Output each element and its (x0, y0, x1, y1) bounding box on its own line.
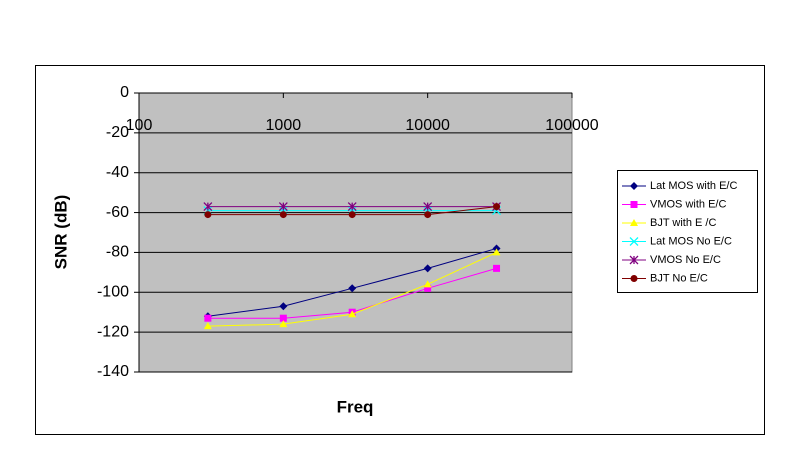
marker (630, 182, 638, 190)
y-tick-label: -20 (106, 124, 129, 141)
marker (423, 202, 433, 212)
marker (278, 202, 288, 212)
x-tick-label: 100 (126, 117, 153, 134)
marker (423, 264, 432, 273)
marker (630, 219, 638, 226)
marker (629, 237, 639, 246)
x-axis-title: Freq (337, 397, 374, 416)
marker (348, 310, 357, 318)
y-tick-label: -120 (97, 323, 129, 340)
marker (493, 264, 501, 272)
y-tick-label: -100 (97, 284, 129, 301)
y-tick-label: 0 (120, 84, 129, 101)
marker (348, 211, 356, 219)
legend-label: BJT with E /C (650, 217, 716, 229)
marker (424, 284, 432, 292)
legend-label: BJT No E/C (650, 272, 708, 284)
y-tick-label: -60 (106, 204, 129, 221)
marker (424, 211, 432, 219)
x-tick-label: 1000 (266, 117, 302, 134)
marker (203, 322, 212, 330)
legend-label: Lat MOS No E/C (650, 235, 732, 247)
marker (630, 275, 638, 282)
marker (629, 255, 639, 265)
marker (279, 302, 288, 311)
marker (348, 284, 357, 293)
marker (630, 201, 638, 208)
legend-label: VMOS with E/C (650, 198, 726, 210)
x-tick-label: 100000 (545, 117, 598, 134)
legend-label: VMOS No E/C (650, 254, 721, 266)
marker (279, 211, 287, 219)
marker (203, 202, 213, 212)
legend-label: Lat MOS with E/C (650, 180, 737, 192)
marker (423, 280, 432, 288)
y-axis-title: SNR (dB) (51, 195, 70, 270)
y-tick-label: -80 (106, 244, 129, 261)
marker (493, 203, 501, 211)
x-tick-label: 10000 (405, 117, 450, 134)
plot-area (138, 92, 573, 373)
marker (347, 202, 357, 212)
marker (204, 211, 212, 219)
legend (617, 170, 758, 293)
marker (204, 314, 212, 322)
marker (279, 320, 288, 328)
y-tick-label: -140 (97, 363, 129, 380)
marker (492, 248, 501, 256)
marker (279, 314, 287, 322)
y-tick-label: -40 (106, 164, 129, 181)
